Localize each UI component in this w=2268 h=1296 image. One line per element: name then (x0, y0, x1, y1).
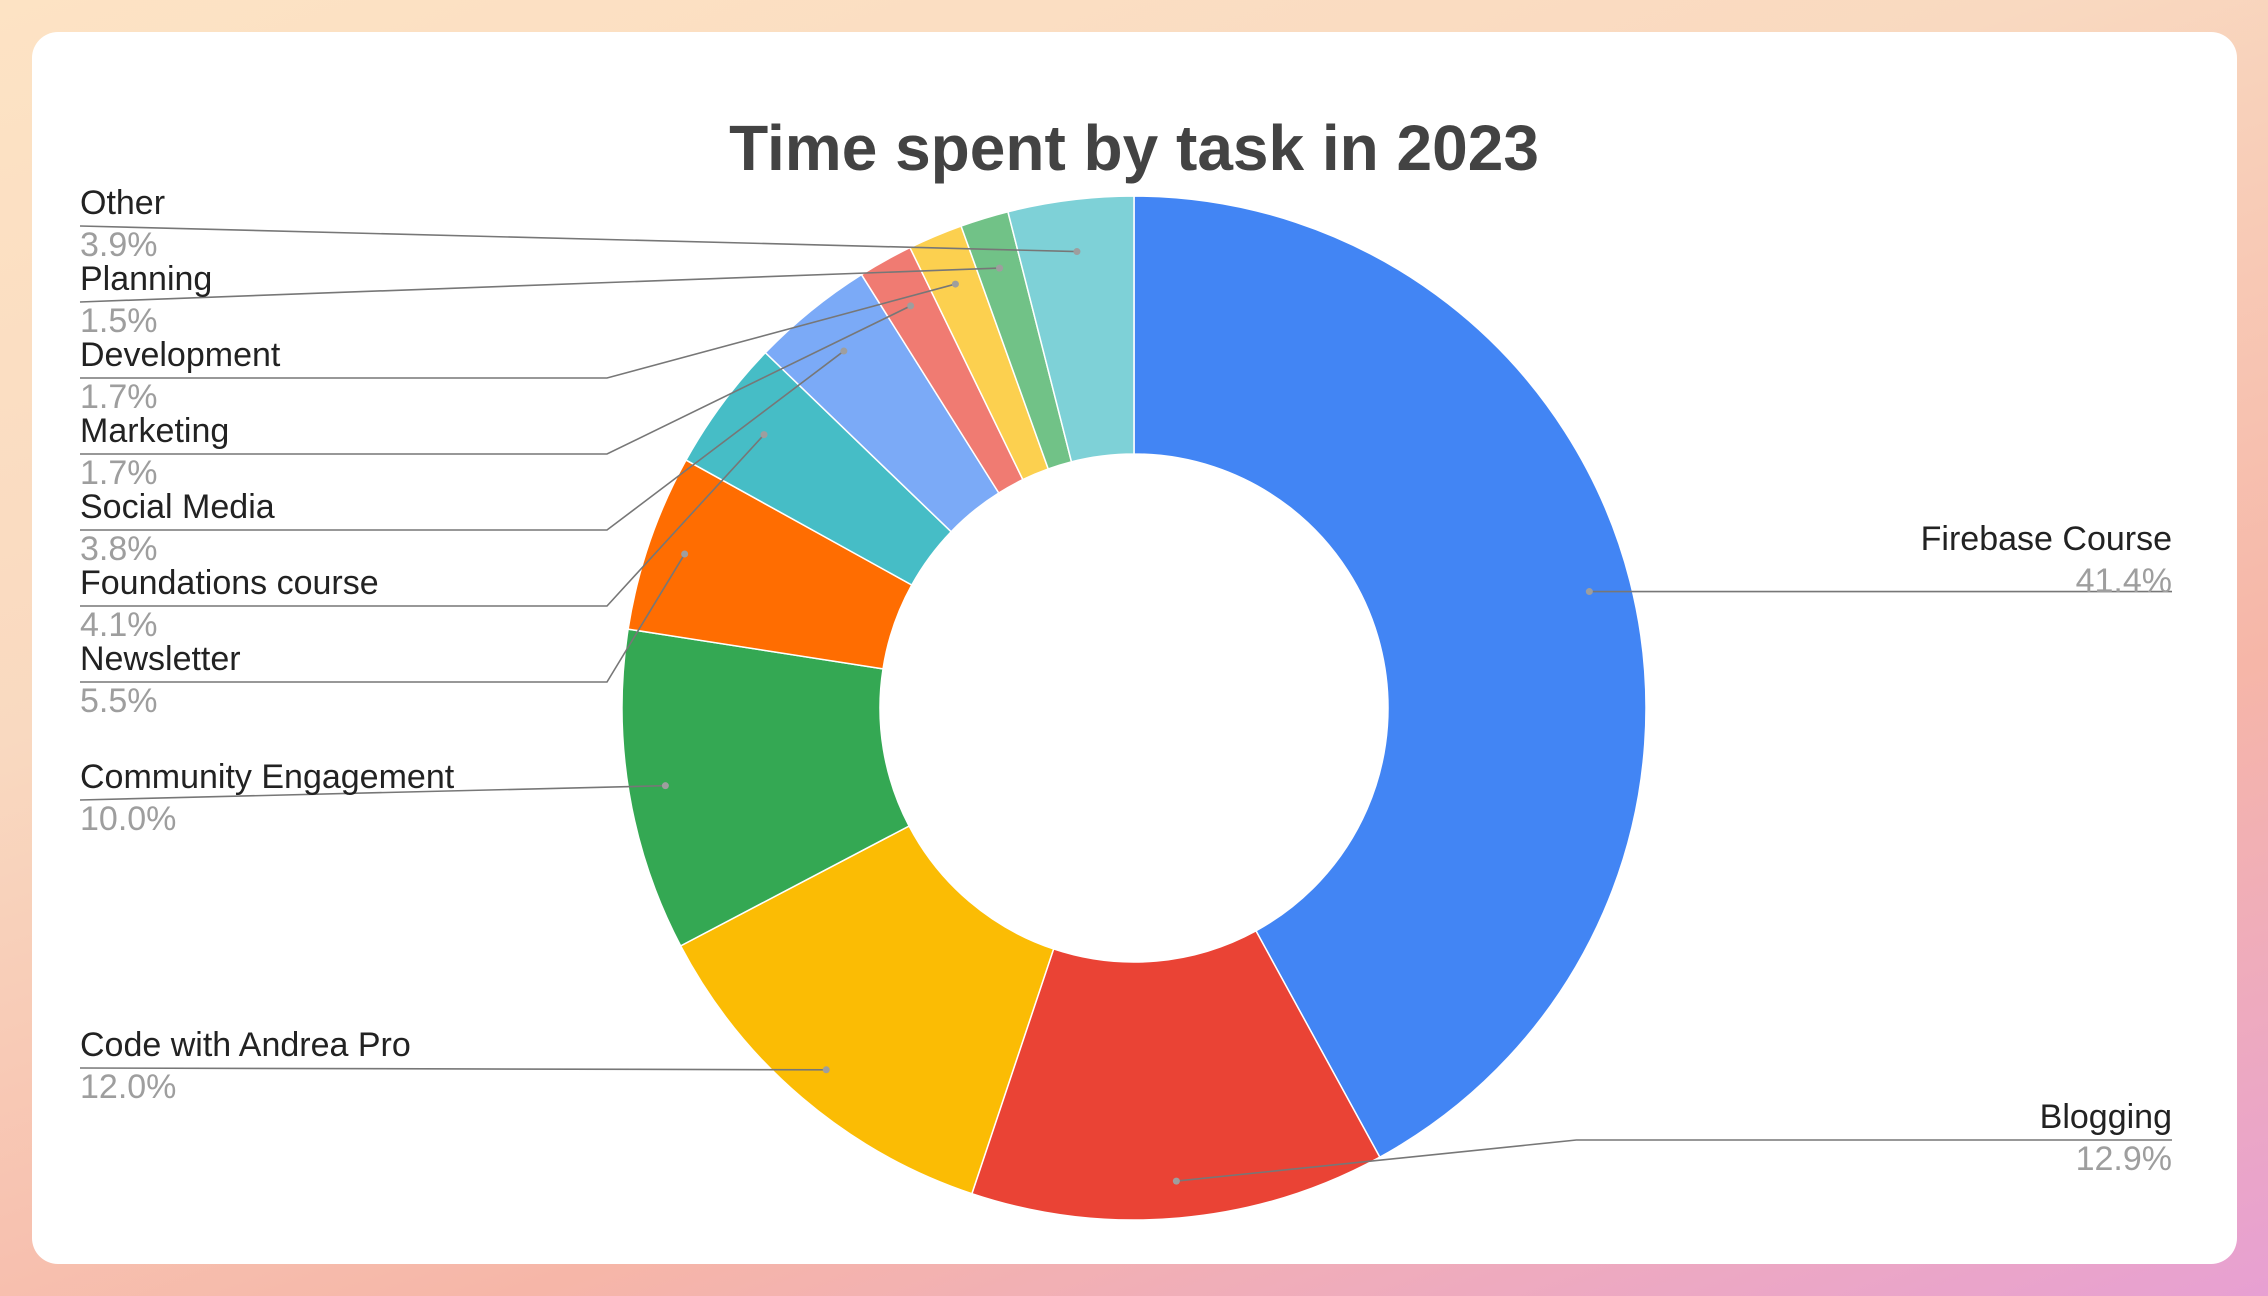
leader-line-planning (79, 267, 1000, 303)
leader-line-other (79, 225, 1077, 253)
label-foundations-course: Foundations course (80, 564, 379, 602)
slice-code-with-andrea-pro (679, 824, 1055, 1195)
slice-community-engagement (621, 628, 911, 947)
slice-firebase-course (1133, 195, 1647, 1159)
chart-title: Time spent by task in 2023 (729, 112, 1539, 184)
leader-line-social-media (80, 350, 845, 531)
chart-card: Time spent by task in 2023 Firebase Cour… (32, 32, 2237, 1264)
leader-line-foundations-course (80, 434, 765, 607)
percent-newsletter: 5.5% (80, 682, 158, 720)
percent-foundations-course: 4.1% (80, 606, 158, 644)
percent-other: 3.9% (80, 226, 158, 264)
label-development: Development (80, 336, 281, 374)
label-other: Other (80, 184, 165, 222)
leader-line-newsletter (80, 553, 686, 683)
slices-group (621, 195, 1647, 1221)
label-social-media: Social Media (80, 488, 275, 526)
percent-development: 1.7% (80, 378, 158, 416)
percent-community-engagement: 10.0% (80, 800, 176, 838)
leader-line-community-engagement (79, 784, 666, 801)
labels-group: Firebase Course 41.4% Blogging 12.9% Code wi… (80, 184, 2172, 1178)
label-firebase-course: Firebase Course (1921, 520, 2172, 558)
label-blogging: Blogging (2040, 1098, 2172, 1136)
label-marketing: Marketing (80, 412, 229, 450)
label-code-with-andrea-pro: Code with Andrea Pro (80, 1026, 411, 1064)
slice-blogging (970, 929, 1381, 1221)
leader-lines-group (79, 225, 2172, 1185)
leader-line-blogging (1176, 1139, 2172, 1182)
leader-line-code-with-andrea-pro (79, 1067, 827, 1071)
leader-line-development (80, 283, 956, 379)
label-newsletter: Newsletter (80, 640, 241, 678)
percent-social-media: 3.8% (80, 530, 158, 568)
slice-other (1007, 195, 1135, 463)
leader-dot-community-engagement (661, 782, 669, 790)
percent-planning: 1.5% (80, 302, 158, 340)
percent-blogging: 12.9% (2076, 1140, 2172, 1178)
leader-dot-newsletter (681, 550, 689, 558)
leader-dot-foundations-course (760, 431, 768, 439)
percent-code-with-andrea-pro: 12.0% (80, 1068, 176, 1106)
leader-dot-development (951, 280, 959, 288)
leader-dot-social-media (840, 347, 848, 355)
label-community-engagement: Community Engagement (80, 758, 455, 796)
leader-dot-other (1073, 248, 1081, 256)
percent-marketing: 1.7% (80, 454, 158, 492)
leader-dot-blogging (1172, 1177, 1180, 1185)
percent-firebase-course: 41.4% (2076, 562, 2172, 600)
leader-dot-planning (996, 264, 1004, 272)
leader-line-marketing (80, 305, 911, 455)
leader-dot-code-with-andrea-pro (822, 1066, 830, 1074)
leader-dot-marketing (907, 302, 915, 310)
label-planning: Planning (80, 260, 212, 298)
leader-dot-firebase-course (1585, 588, 1593, 596)
donut-chart: Time spent by task in 2023 Firebase Cour… (79, 112, 2172, 1221)
